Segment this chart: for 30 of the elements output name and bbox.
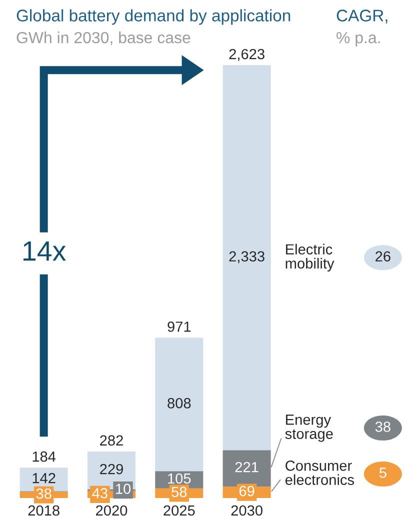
data-label: 808 bbox=[168, 398, 191, 408]
data-label: 5 bbox=[379, 468, 386, 478]
total-label: 2,623 bbox=[229, 48, 264, 61]
chart-title: Global battery demand by application bbox=[16, 9, 290, 25]
data-label: 2,333 bbox=[229, 251, 264, 264]
total-label: 282 bbox=[100, 435, 123, 446]
annotation: 14x bbox=[24, 241, 66, 261]
chart-subtitle: GWh in 2030, base case bbox=[16, 32, 190, 46]
data-label: 221 bbox=[235, 462, 258, 472]
legend-label: Energy storage bbox=[285, 414, 333, 442]
legend-label: Consumer electronics bbox=[285, 460, 354, 485]
data-label: 69 bbox=[239, 486, 254, 496]
data-label: 38 bbox=[36, 488, 52, 499]
total-label: 184 bbox=[32, 451, 56, 462]
x-tick-label: 2025 bbox=[164, 505, 195, 516]
data-label: 38 bbox=[375, 422, 390, 432]
data-label: 10 bbox=[116, 484, 131, 494]
total-label: 971 bbox=[168, 322, 191, 332]
x-tick-label: 2020 bbox=[96, 505, 128, 516]
legend-label: Electric mobility bbox=[286, 244, 334, 272]
data-label: 26 bbox=[376, 251, 390, 262]
data-label: 229 bbox=[100, 464, 123, 474]
data-label: 105 bbox=[168, 473, 191, 484]
x-tick-label: 2018 bbox=[28, 505, 60, 516]
data-label: 58 bbox=[172, 486, 187, 498]
data-label: 142 bbox=[32, 472, 56, 484]
x-tick-label: 2030 bbox=[231, 505, 262, 516]
data-label: 43 bbox=[92, 488, 108, 498]
text: % p.a. bbox=[336, 32, 380, 46]
text: CAGR, bbox=[336, 10, 388, 24]
